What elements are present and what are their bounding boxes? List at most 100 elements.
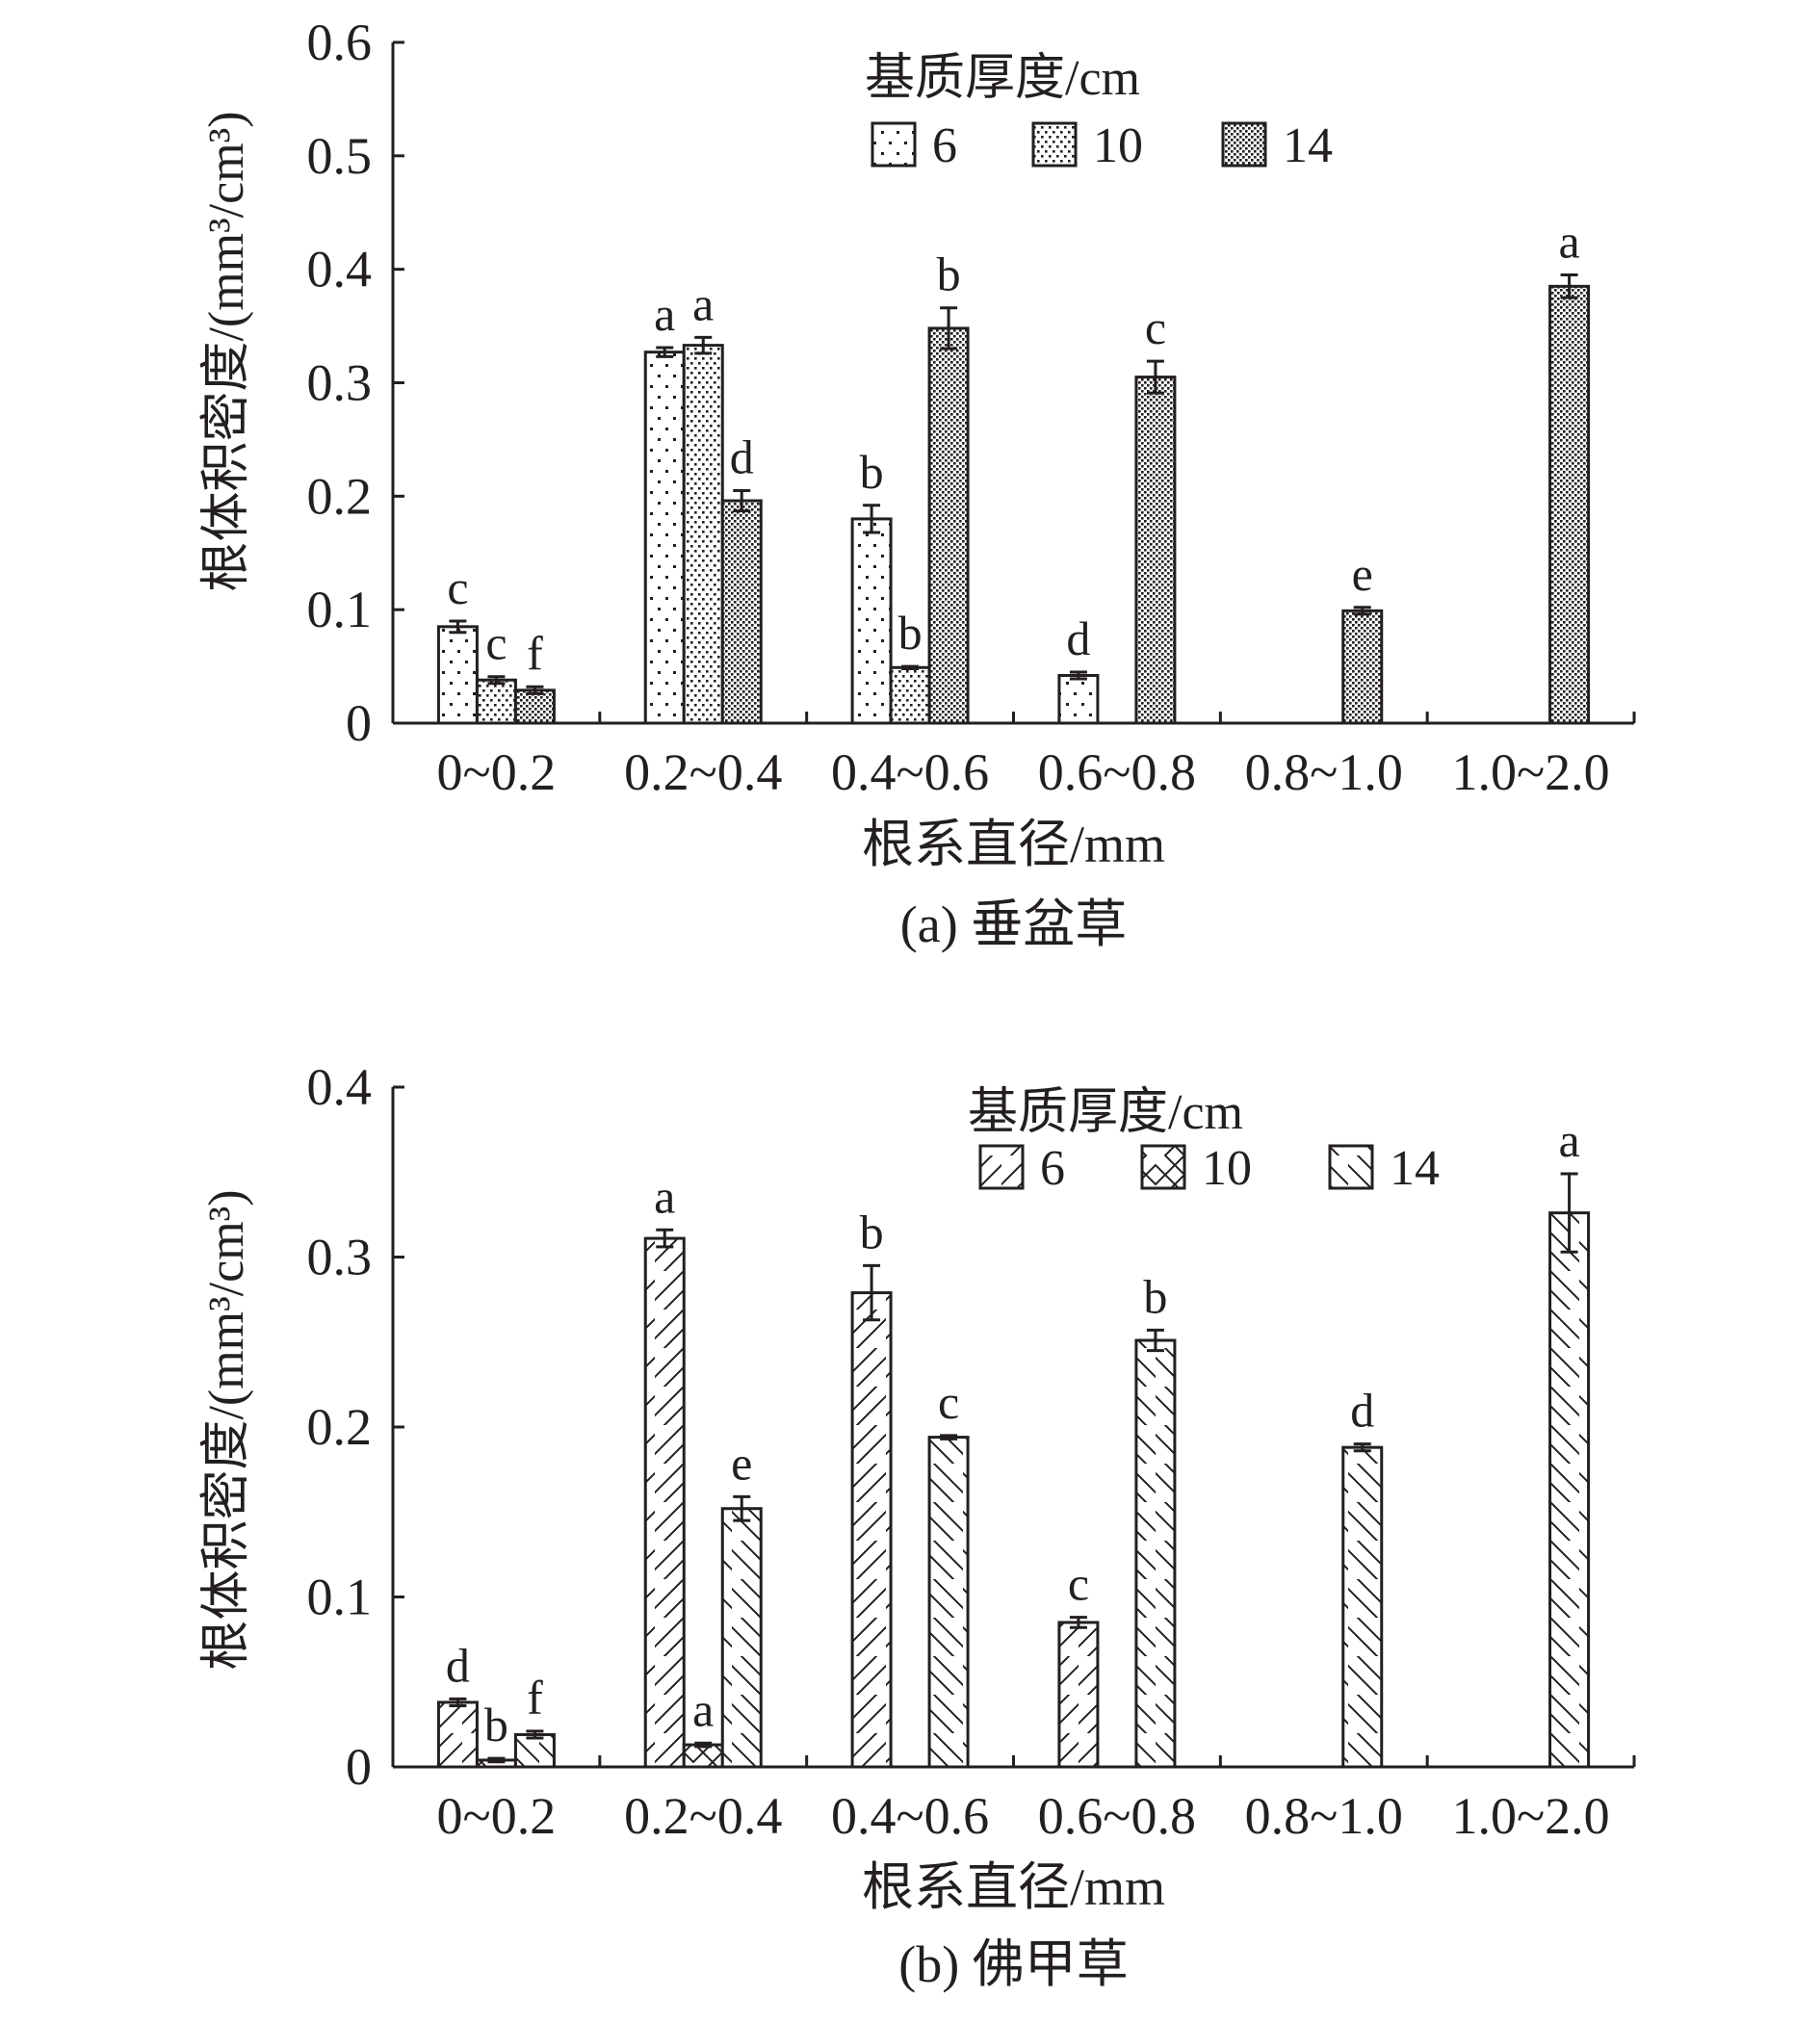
bar-10-0: [475, 678, 517, 725]
bar-14-3: [1134, 376, 1177, 725]
error-bar: [1353, 1442, 1371, 1453]
significance-letter: c: [447, 560, 468, 614]
y-tick-label: 0: [346, 1738, 372, 1796]
x-tick-label: 0.8~1.0: [1245, 743, 1403, 801]
significance-letter: c: [938, 1375, 959, 1429]
legend-label: 10: [1202, 1141, 1252, 1196]
chart-panel-b: 0 0.1 0.2 0.3 0.4 0~0.2 0.2~0.4 0.4~0.6 0.6~0.8 0…: [199, 1058, 1636, 1993]
y-tick-label: 0.5: [307, 127, 373, 185]
error-bar: [656, 346, 674, 358]
bar-6-0: [436, 1700, 479, 1769]
significance-letter: d: [1350, 1384, 1374, 1438]
error-bar: [656, 1228, 674, 1249]
legend-label: 14: [1390, 1141, 1440, 1196]
significance-letter: c: [485, 616, 507, 670]
x-tick-label: 0.4~0.6: [831, 743, 989, 801]
error-bar: [1560, 273, 1578, 299]
legend-swatch-10: [1140, 1144, 1186, 1190]
error-bar: [449, 1697, 467, 1707]
significance-letter: a: [654, 287, 675, 341]
bar-14-2: [927, 1436, 970, 1769]
error-bar: [1069, 1616, 1087, 1629]
significance-letter: f: [527, 626, 543, 680]
bar-10-2: [889, 665, 931, 725]
error-bar: [940, 1434, 958, 1440]
y-tick-label: 0.6: [307, 13, 373, 71]
x-tick-label: 0.6~0.8: [1038, 743, 1196, 801]
bar-14-3: [1134, 1338, 1177, 1769]
significance-letter: c: [1068, 1557, 1089, 1611]
bar-6-1: [643, 350, 686, 725]
legend-label: 10: [1093, 118, 1143, 173]
error-bar: [526, 1729, 544, 1740]
error-bar: [901, 664, 920, 670]
significance-letter: c: [1145, 300, 1166, 354]
bar-14-0: [513, 688, 556, 725]
bar-14-4: [1341, 609, 1384, 725]
error-bar: [487, 1756, 506, 1764]
significance-letter: b: [860, 1205, 884, 1259]
legend-title: 基质厚度/cm: [968, 1085, 1243, 1140]
error-bar: [1069, 670, 1087, 681]
error-bar: [863, 504, 881, 534]
bar-14-4: [1341, 1445, 1384, 1769]
legend-swatch-14: [1328, 1144, 1374, 1190]
y-tick-label: 0.4: [307, 241, 373, 298]
significance-letter: b: [937, 247, 961, 301]
error-bar: [733, 1494, 751, 1522]
x-tick-label: 0.8~1.0: [1245, 1787, 1403, 1845]
x-tick-label: 0.6~0.8: [1038, 1787, 1196, 1845]
error-bar: [1146, 359, 1164, 395]
error-bar: [487, 675, 506, 686]
bar-6-3: [1057, 1621, 1100, 1769]
x-axis-title: 根系直径/mm: [862, 1858, 1165, 1916]
error-bar: [1353, 606, 1371, 616]
significance-letter: e: [1352, 547, 1373, 601]
chart-panel-a: 0 0.1 0.2 0.3 0.4 0.5 0.6 0~0.2 0.2~0.4 0.4~0.6 0.…: [199, 13, 1636, 953]
bar-14-5: [1548, 284, 1591, 725]
legend-label: 6: [932, 118, 957, 173]
y-axis-title: 根体积密度/(mm³/cm³): [199, 111, 254, 591]
error-bar: [940, 306, 958, 350]
bar-6-3: [1057, 674, 1100, 725]
significance-letter: a: [692, 276, 714, 330]
significance-letter: a: [1558, 1113, 1579, 1167]
y-tick-label: 0.3: [307, 354, 373, 412]
significance-letter: a: [692, 1682, 714, 1736]
bar-14-2: [927, 326, 970, 725]
legend-label: 6: [1040, 1141, 1065, 1196]
significance-letter: d: [730, 429, 754, 483]
significance-letter: a: [1558, 215, 1579, 269]
error-bar: [449, 619, 467, 635]
legend-label: 14: [1283, 118, 1333, 173]
significance-letter: b: [898, 606, 923, 660]
x-tick-label: 0.2~0.4: [624, 743, 782, 801]
y-tick-label: 0.1: [307, 1569, 373, 1626]
error-bar: [1146, 1328, 1164, 1353]
x-tick-label: 0.2~0.4: [624, 1787, 782, 1845]
y-tick-label: 0.2: [307, 467, 373, 525]
x-tick-label: 1.0~2.0: [1451, 1787, 1609, 1845]
bar-14-1: [720, 1507, 763, 1769]
chart-caption: (b) 佛甲草: [898, 1935, 1128, 1993]
significance-letter: b: [484, 1698, 508, 1752]
legend-title: 基质厚度/cm: [865, 51, 1140, 106]
error-bar: [694, 335, 713, 355]
y-tick-label: 0.1: [307, 581, 373, 638]
significance-letter: d: [1066, 611, 1090, 665]
bar-6-1: [643, 1236, 686, 1769]
error-bar: [733, 488, 751, 513]
bar-6-2: [850, 1291, 893, 1769]
error-bar: [526, 685, 544, 695]
bar-14-5: [1548, 1211, 1591, 1769]
legend-swatch-14: [1221, 121, 1267, 168]
significance-letter: e: [731, 1436, 752, 1490]
legend-swatch-10: [1031, 121, 1078, 168]
error-bar: [694, 1741, 713, 1749]
error-bar: [1560, 1172, 1578, 1254]
chart-caption: (a) 垂盆草: [900, 895, 1127, 953]
y-axis-title: 根体积密度/(mm³/cm³): [199, 1189, 254, 1670]
x-axis-title: 根系直径/mm: [862, 816, 1165, 873]
y-tick-label: 0.4: [307, 1058, 373, 1116]
